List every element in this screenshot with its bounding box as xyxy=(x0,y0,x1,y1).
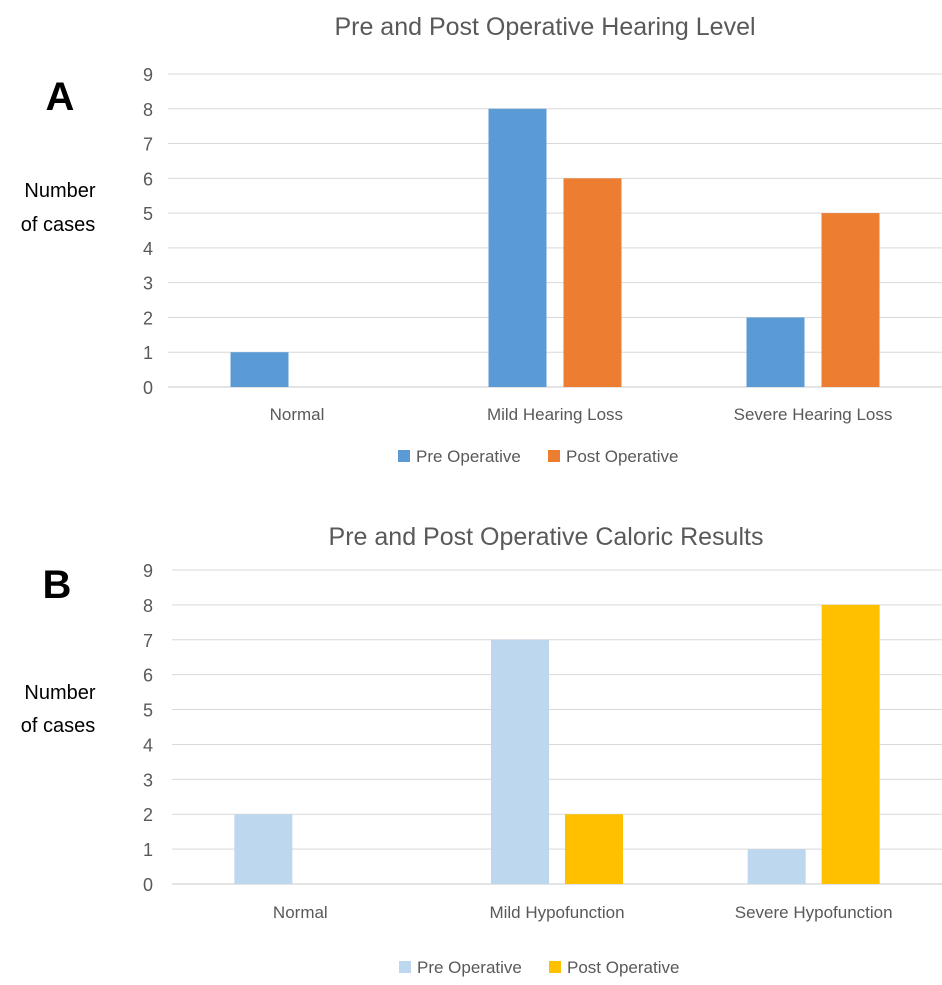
y-tick-label: 2 xyxy=(143,805,153,825)
legend-label: Post Operative xyxy=(567,958,679,977)
legend-label: Pre Operative xyxy=(417,958,522,977)
y-tick-label: 9 xyxy=(143,65,153,85)
bar xyxy=(234,814,293,884)
y-axis-label-line-2: of cases xyxy=(21,214,95,236)
y-tick-label: 0 xyxy=(143,875,153,895)
y-tick-label: 6 xyxy=(143,666,153,686)
y-axis-label-line-2: of cases xyxy=(21,715,95,737)
panel-label: A xyxy=(46,75,75,119)
x-category-label: Normal xyxy=(270,405,325,424)
bar xyxy=(821,213,880,387)
y-tick-label: 6 xyxy=(143,169,153,189)
y-tick-label: 3 xyxy=(143,274,153,294)
x-category-label: Mild Hypofunction xyxy=(489,903,624,922)
legend-label: Pre Operative xyxy=(416,447,521,466)
bar xyxy=(488,108,547,388)
y-tick-label: 5 xyxy=(143,204,153,224)
legend-swatch xyxy=(549,961,561,973)
chart-title: Pre and Post Operative Hearing Level xyxy=(334,13,755,41)
y-tick-label: 2 xyxy=(143,308,153,328)
y-axis-label-line-1: Number xyxy=(24,180,95,202)
y-tick-label: 1 xyxy=(143,343,153,363)
plot-area: 0 1 2 3 4 5 6 7 8 9 Normal Mild Hearing Loss Severe … xyxy=(143,65,942,466)
y-tick-label: 1 xyxy=(143,840,153,860)
bar xyxy=(230,352,289,387)
bar xyxy=(821,604,880,884)
y-tick-label: 7 xyxy=(143,631,153,651)
x-category-label: Severe Hypofunction xyxy=(735,903,893,922)
legend-swatch xyxy=(398,450,410,462)
bar xyxy=(491,639,549,884)
y-tick-label: 8 xyxy=(143,596,153,616)
y-tick-label: 3 xyxy=(143,770,153,790)
legend-swatch xyxy=(548,450,560,462)
y-tick-label: 0 xyxy=(143,378,153,398)
y-axis-label-line-1: Number xyxy=(24,682,95,704)
chart-panel-b: B Pre and Post Operative Caloric Results… xyxy=(21,523,942,977)
chart-title: Pre and Post Operative Caloric Results xyxy=(329,523,764,551)
y-tick-label: 7 xyxy=(143,135,153,155)
x-category-label: Normal xyxy=(273,903,328,922)
chart-panel-a: A Pre and Post Operative Hearing Level N… xyxy=(21,13,942,466)
bar xyxy=(563,178,622,387)
y-tick-label: 5 xyxy=(143,701,153,721)
bar xyxy=(565,814,623,884)
legend-swatch xyxy=(399,961,411,973)
panel-label: B xyxy=(43,563,72,607)
y-tick-label: 4 xyxy=(143,239,153,259)
x-category-label: Severe Hearing Loss xyxy=(734,405,893,424)
legend-label: Post Operative xyxy=(566,447,678,466)
bar xyxy=(747,849,806,884)
x-category-label: Mild Hearing Loss xyxy=(487,405,623,424)
y-tick-label: 9 xyxy=(143,561,153,581)
plot-area: 0 1 2 3 4 5 6 7 8 9 Normal Mild Hypofunction Severe … xyxy=(143,561,942,977)
bar xyxy=(746,317,805,387)
y-tick-label: 4 xyxy=(143,735,153,755)
y-tick-label: 8 xyxy=(143,100,153,120)
